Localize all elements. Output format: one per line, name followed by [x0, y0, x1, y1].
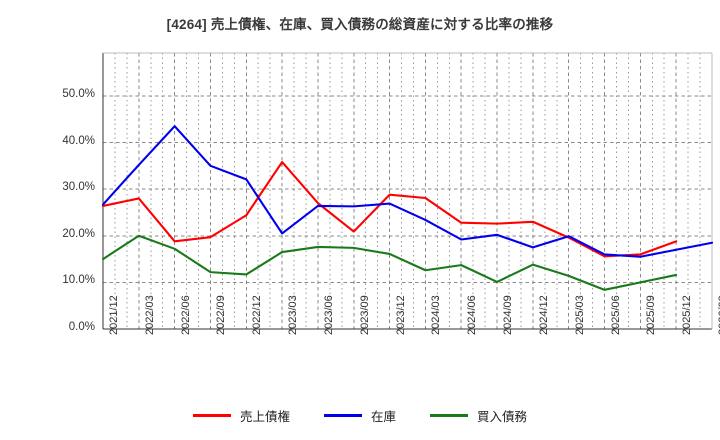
legend-label: 売上債権	[239, 410, 290, 424]
y-tick-label: 0.0%	[68, 321, 95, 333]
x-tick-label: 2025/03	[573, 295, 586, 335]
legend-color-swatch	[192, 414, 231, 417]
legend-item[interactable]: 売上債権	[192, 406, 290, 425]
legend-item[interactable]: 在庫	[323, 406, 396, 425]
y-tick-label: 40.0%	[62, 134, 95, 147]
series-lines	[101, 125, 714, 291]
x-tick-label: 2023/09	[358, 295, 371, 335]
x-tick-label: 2025/12	[681, 295, 694, 335]
legend-color-swatch	[323, 414, 362, 417]
x-tick-label: 2025/06	[609, 295, 622, 335]
major-horizontal-gridlines	[103, 95, 712, 283]
x-tick-label: 2021/12	[108, 295, 120, 335]
x-tick-label: 2022/12	[251, 295, 264, 335]
y-tick-label: 30.0%	[62, 181, 95, 194]
legend-item[interactable]: 買入債務	[430, 406, 527, 425]
x-tick-label: 2023/06	[322, 295, 335, 335]
x-tick-label: 2025/09	[645, 295, 658, 335]
axis-frame	[102, 52, 713, 330]
chart-title: [4264] 売上債権、在庫、買入債務の総資産に対する比率の推移	[166, 17, 554, 32]
x-tick-label: 2022/03	[143, 295, 156, 335]
series-line-0	[101, 161, 678, 258]
y-tick-label: 20.0%	[62, 227, 95, 240]
y-tick-label: 50.0%	[62, 87, 95, 100]
legend-color-swatch	[430, 414, 468, 417]
x-tick-label: 2022/09	[215, 295, 228, 335]
legend-label: 在庫	[370, 410, 396, 424]
x-tick-label: 2024/12	[537, 295, 550, 335]
x-tick-label: 2023/12	[394, 295, 407, 335]
series-line-2	[101, 234, 678, 291]
x-tick-label: 2024/09	[502, 295, 515, 335]
x-tick-label: 2024/06	[466, 295, 479, 335]
series-line-1	[101, 125, 714, 258]
x-tick-label: 2023/03	[287, 295, 300, 335]
x-tick-label: 2022/06	[179, 295, 192, 335]
y-tick-label: 10.0%	[62, 274, 95, 287]
major-vertical-gridlines	[102, 53, 713, 329]
x-tick-label: 2024/03	[430, 295, 443, 335]
legend-label: 買入債務	[477, 410, 528, 424]
chart-legend: 売上債権 在庫 買入債務	[0, 406, 720, 425]
